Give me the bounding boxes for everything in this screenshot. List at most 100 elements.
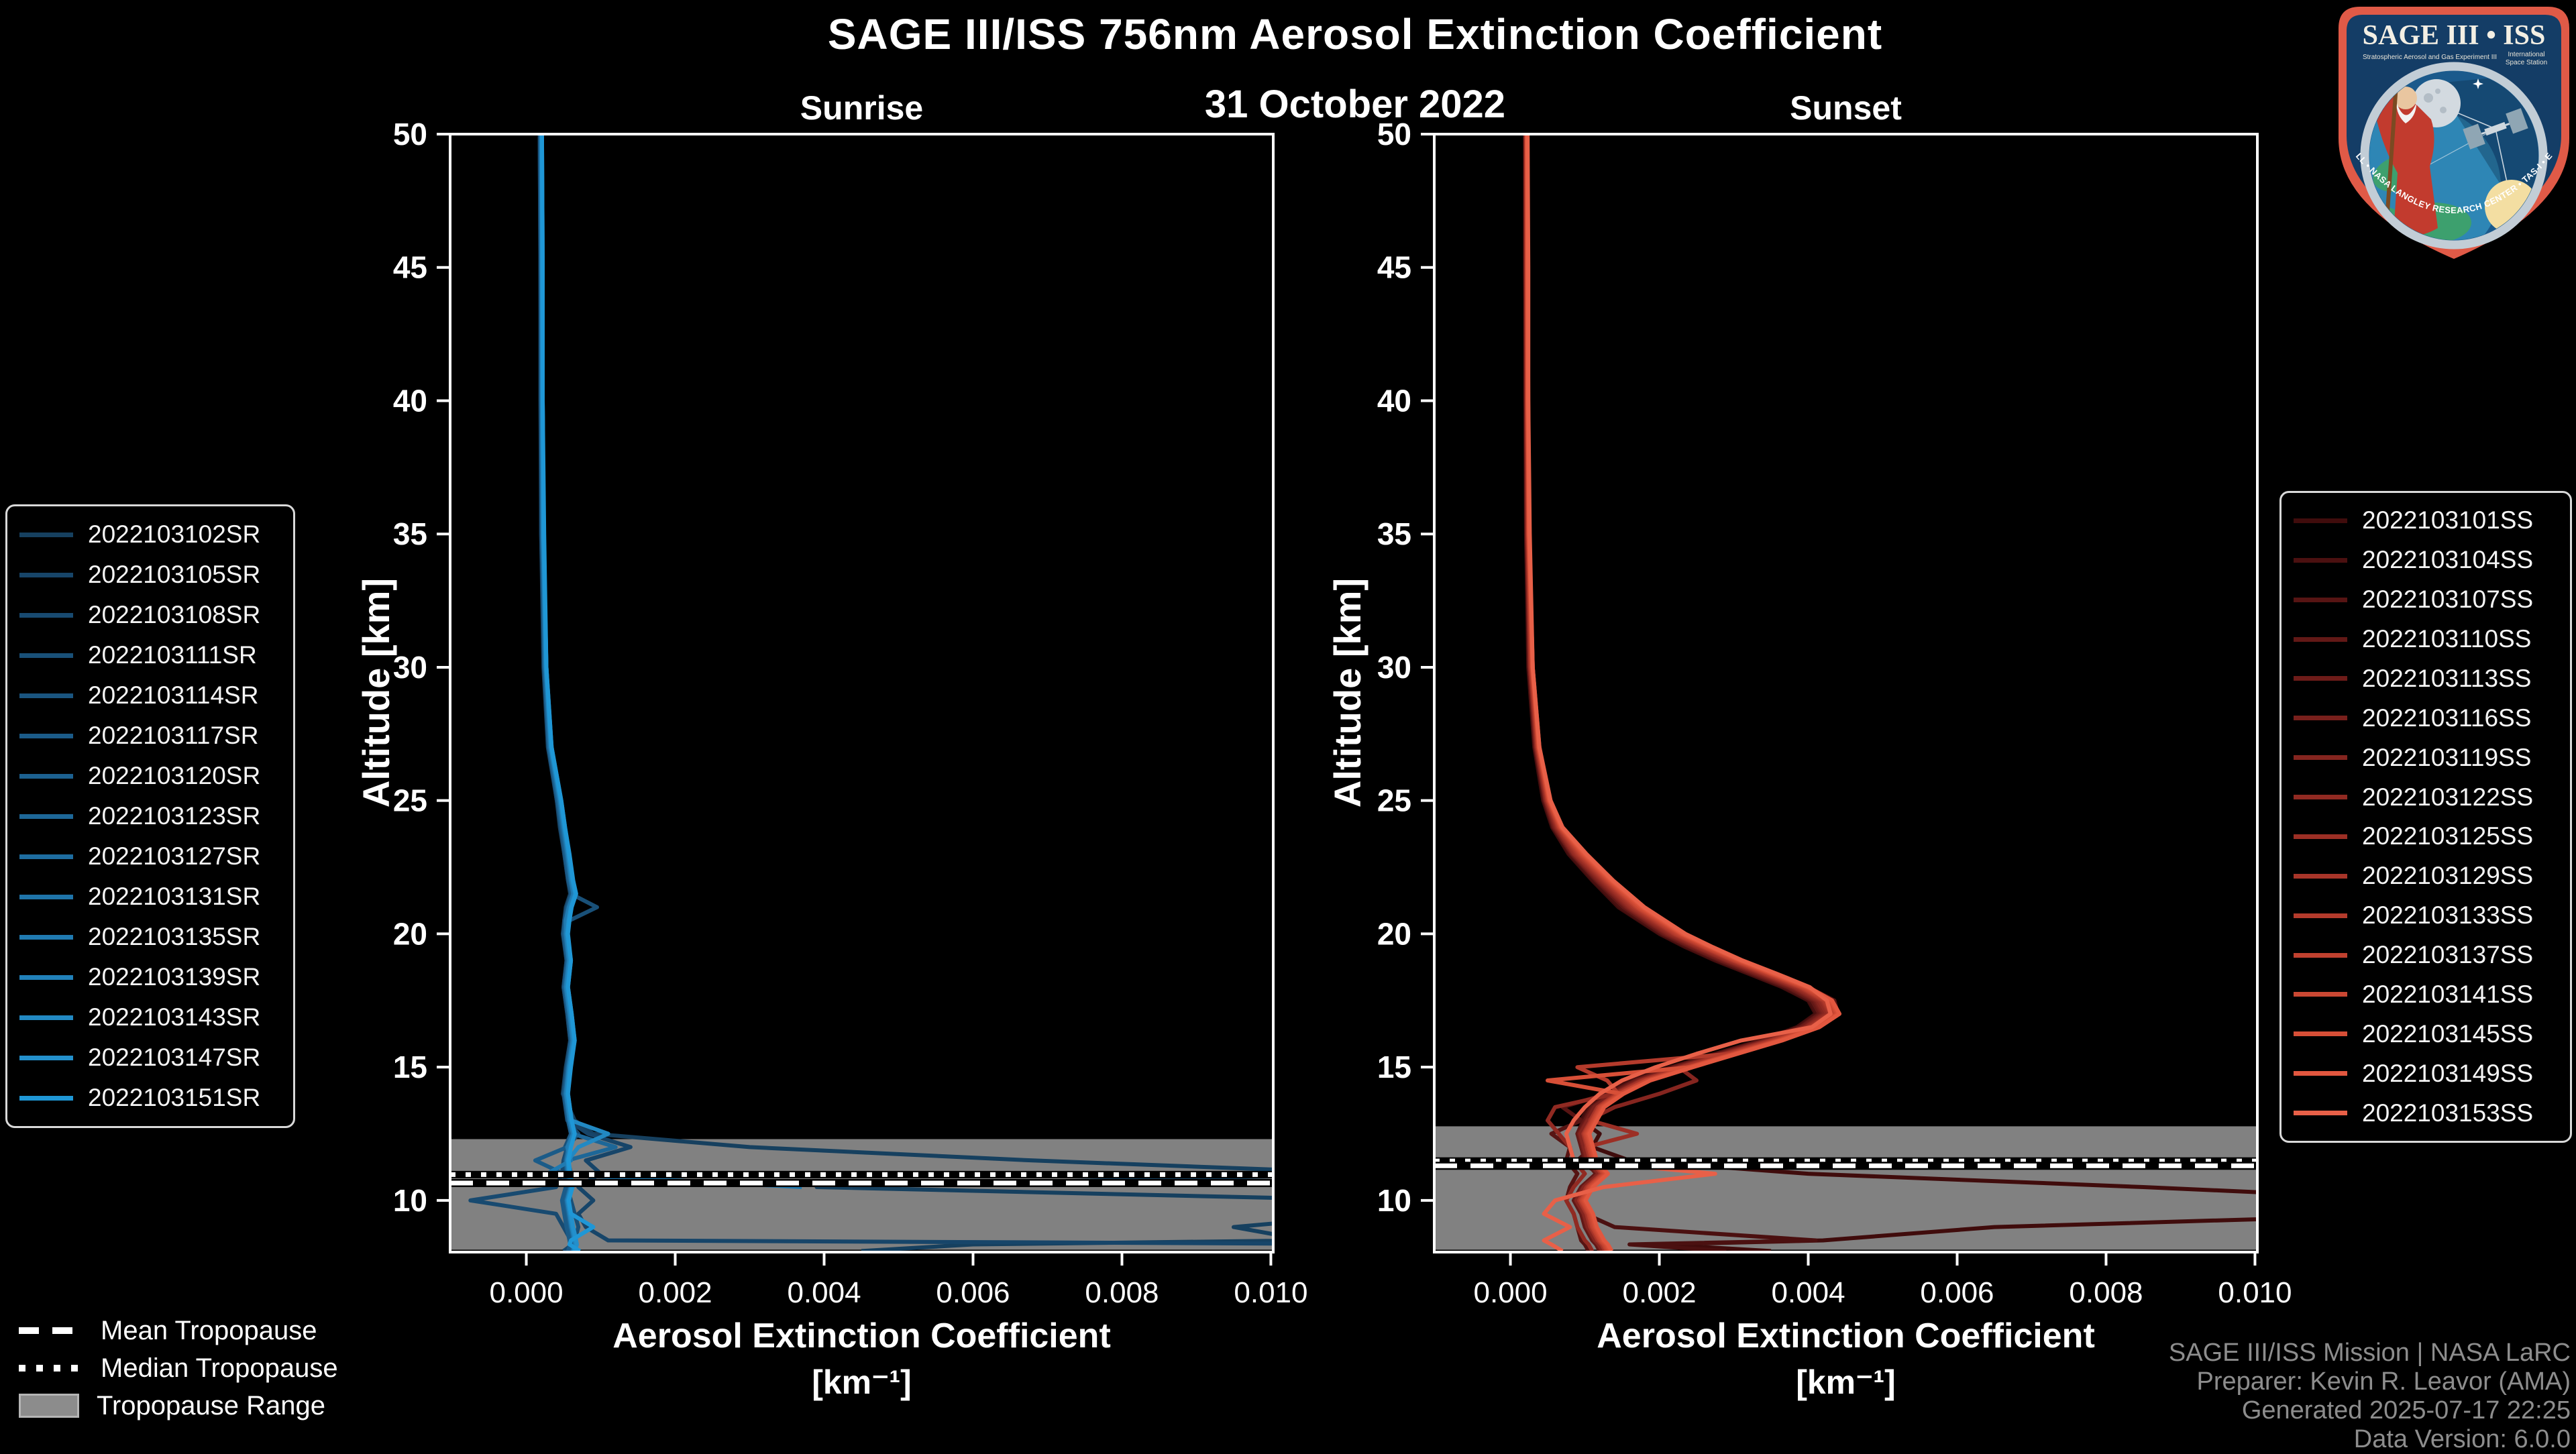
legend-item-label: 2022103137SS (2362, 941, 2534, 969)
legend-line-swatch (19, 1055, 73, 1060)
legend-item-label: 2022103120SR (88, 762, 261, 789)
y-tick-label: 40 (393, 383, 427, 418)
legend-line-swatch (2294, 597, 2347, 602)
legend-item-label: 2022103125SS (2362, 822, 2534, 850)
y-tick-label: 20 (393, 916, 427, 951)
legend-line-swatch (19, 693, 73, 698)
y-tick-label: 25 (1377, 783, 1411, 818)
tropopause-range-legend-item: Tropopause Range (19, 1387, 338, 1424)
y-tick-label: 30 (1377, 650, 1411, 685)
legend-line-swatch (19, 934, 73, 940)
sunrise-legend: 2022103102SR 2022103105SR 2022103108SR 2022… (5, 504, 295, 1128)
legend-line-swatch (19, 814, 73, 819)
median-tropopause-legend-item: Median Tropopause (19, 1349, 338, 1387)
legend-item: 2022103116SS (2294, 698, 2558, 738)
x-tick-label: 0.010 (2218, 1276, 2292, 1309)
page-title: SAGE III/ISS 756nm Aerosol Extinction Co… (827, 10, 1883, 58)
legend-line-swatch (19, 854, 73, 859)
legend-item-label: 2022103104SS (2362, 546, 2534, 574)
y-tick-label: 35 (393, 516, 427, 551)
legend-item: 2022103135SR (19, 917, 281, 957)
legend-item-label: 2022103143SR (88, 1003, 261, 1031)
legend-line-swatch (2294, 952, 2347, 958)
profile-line-2022103153SS (1525, 134, 1833, 1252)
y-tick-label: 50 (1377, 117, 1411, 152)
legend-line-swatch (2294, 518, 2347, 523)
sunset-legend: 2022103101SS 2022103104SS 2022103107SS 2022… (2279, 491, 2572, 1143)
legend-item-label: 2022103127SR (88, 842, 261, 870)
legend-item: 2022103110SS (2294, 620, 2558, 659)
legend-item-label: 2022103149SS (2362, 1059, 2534, 1087)
legend-item-label: 2022103110SS (2362, 625, 2532, 653)
legend-item-label: 2022103108SR (88, 601, 261, 628)
legend-item: 2022103117SR (19, 716, 281, 756)
legend-item: 2022103127SR (19, 836, 281, 877)
legend-line-swatch (19, 773, 73, 779)
legend-item: 2022103145SS (2294, 1014, 2558, 1054)
legend-item-label: 2022103117SR (88, 722, 259, 749)
credit-generated: Generated 2025-07-17 22:25 (2241, 1396, 2571, 1424)
x-tick-label: 0.006 (1920, 1276, 1994, 1309)
legend-item-label: 2022103145SS (2362, 1019, 2534, 1048)
x-tick-label: 0.010 (1234, 1276, 1307, 1309)
legend-item-label: 2022103123SR (88, 802, 261, 830)
legend-item: 2022103125SS (2294, 817, 2558, 856)
legend-item: 2022103149SS (2294, 1054, 2558, 1093)
legend-item: 2022103137SS (2294, 936, 2558, 975)
x-tick-label: 0.000 (489, 1276, 563, 1309)
patch-subtitle-left: Stratospheric Aerosol and Gas Experiment… (2363, 54, 2497, 61)
legend-item: 2022103104SS (2294, 541, 2558, 580)
sunset-x-axis-units: [km⁻¹] (1796, 1363, 1896, 1401)
tropopause-range-label: Tropopause Range (97, 1390, 325, 1420)
legend-item: 2022103108SR (19, 595, 281, 635)
legend-line-swatch (19, 572, 73, 577)
legend-item: 2022103143SR (19, 997, 281, 1038)
legend-line-swatch (2294, 834, 2347, 839)
iss-icon (2463, 108, 2528, 150)
plot-frame (449, 133, 1275, 1253)
legend-item: 2022103131SR (19, 877, 281, 917)
tropopause-range-swatch-icon (19, 1394, 79, 1418)
legend-item-label: 2022103131SR (88, 883, 261, 910)
credits-block: SAGE III/ISS Mission | NASA LaRC Prepare… (2169, 1339, 2571, 1454)
credit-mission: SAGE III/ISS Mission | NASA LaRC (2168, 1339, 2571, 1367)
legend-item-label: 2022103129SS (2362, 862, 2534, 890)
mission-patch-logo: SAGE III • ISS Stratospheric Aerosol and… (2336, 4, 2569, 259)
date-subtitle: 31 October 2022 (1204, 82, 1506, 126)
legend-item-label: 2022103151SR (88, 1084, 261, 1111)
legend-line-swatch (19, 894, 73, 899)
sage-staff (2385, 84, 2398, 222)
y-tick-label: 40 (1377, 383, 1411, 418)
legend-line-swatch (19, 653, 73, 658)
legend-item-label: 2022103122SS (2362, 783, 2534, 811)
y-tick-label: 15 (1377, 1050, 1411, 1084)
x-tick-label: 0.002 (1622, 1276, 1696, 1309)
legend-line-swatch (2294, 873, 2347, 879)
mean-tropopause-legend-item: Mean Tropopause (19, 1312, 338, 1349)
legend-line-swatch (2294, 795, 2347, 800)
moon-crater (2440, 107, 2447, 113)
legend-item: 2022103147SR (19, 1038, 281, 1078)
y-tick-label: 10 (393, 1183, 427, 1218)
patch-title: SAGE III • ISS (2363, 20, 2546, 51)
sunrise-plot: 0.000 0.002 0.004 0.006 0.008 0.010 50 45 40 35 30… (393, 117, 1308, 1309)
legend-item-label: 2022103116SS (2362, 704, 2532, 732)
legend-line-swatch (2294, 1071, 2347, 1076)
legend-item: 2022103107SS (2294, 580, 2558, 620)
credit-data-version: Data Version: 6.0.0 (2353, 1425, 2571, 1453)
legend-item: 2022103105SR (19, 555, 281, 595)
legend-item: 2022103113SS (2294, 659, 2558, 699)
legend-item: 2022103151SR (19, 1078, 281, 1118)
sunset-x-axis-label: Aerosol Extinction Coefficient (1597, 1317, 2095, 1355)
legend-item-label: 2022103105SR (88, 561, 261, 588)
legend-item-label: 2022103141SS (2362, 980, 2534, 1008)
legend-line-swatch (2294, 913, 2347, 918)
credit-preparer: Preparer: Kevin R. Leavor (AMA) (2196, 1367, 2571, 1396)
x-tick-label: 0.004 (1771, 1276, 1845, 1309)
legend-item: 2022103101SS (2294, 501, 2558, 541)
legend-line-swatch (2294, 1031, 2347, 1037)
sage-figure-head (2394, 87, 2417, 109)
profile-line-2022103113SS (1523, 134, 1824, 1162)
legend-item-label: 2022103113SS (2362, 664, 2532, 692)
